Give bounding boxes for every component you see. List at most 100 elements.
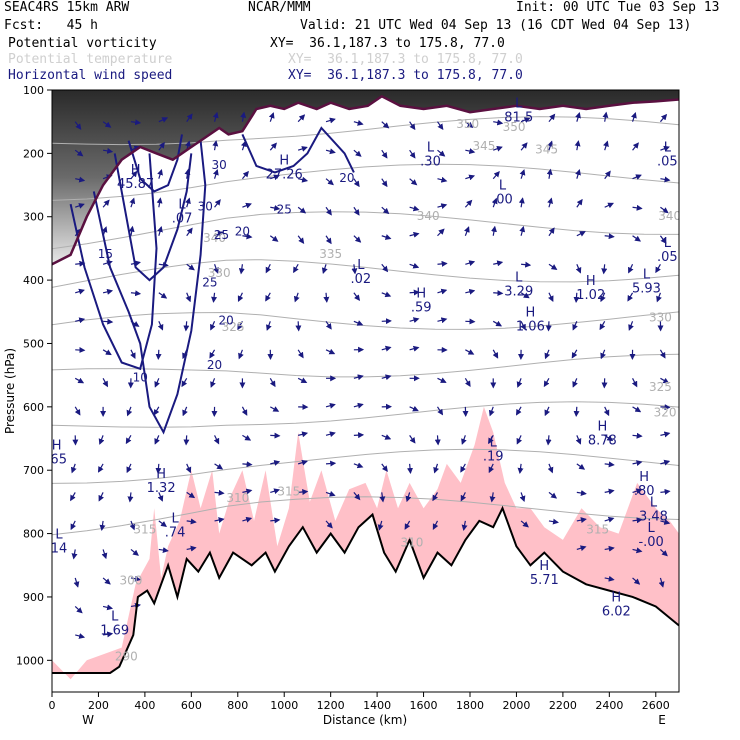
- wind-arrow: [102, 199, 110, 208]
- wind-arrow: [325, 117, 336, 124]
- wind-arrow: [492, 320, 503, 327]
- wind-arrow: [575, 111, 581, 122]
- wind-arrow: [434, 435, 441, 446]
- wind-arrow: [213, 435, 220, 445]
- wind-arrow: [628, 321, 634, 331]
- wind-arrow: [632, 142, 639, 151]
- wind-arrow: [353, 402, 364, 409]
- wind-arrow: [660, 459, 671, 466]
- wind-arrow: [237, 320, 243, 331]
- wind-arrow: [548, 263, 558, 270]
- y-tick-label: 400: [23, 274, 44, 287]
- wind-arrow: [103, 631, 114, 638]
- wind-arrow: [464, 121, 474, 128]
- wind-arrow: [432, 520, 439, 530]
- theta-isoline: [52, 311, 679, 330]
- wind-arrow: [297, 235, 305, 244]
- wind-arrow: [102, 604, 114, 611]
- wind-arrow: [379, 492, 386, 503]
- east-label: E: [658, 713, 666, 727]
- wind-arrow: [548, 518, 559, 525]
- wind-arrow: [521, 261, 532, 268]
- theta-isoline: [52, 401, 679, 428]
- wind-arrow: [518, 197, 525, 208]
- wind-arrow: [574, 140, 581, 151]
- extremum-value: 3.48: [639, 510, 668, 525]
- wind-arrow: [381, 374, 392, 381]
- wind-arrow: [185, 197, 191, 208]
- wind-arrow: [297, 206, 307, 214]
- model-title: SEAC4RS 15km ARW: [4, 0, 130, 15]
- wind-arrow: [404, 520, 411, 530]
- y-tick-label: 500: [23, 337, 44, 350]
- wind-arrow: [240, 111, 247, 122]
- x-tick-label: 1000: [270, 699, 298, 712]
- x-tick-label: 2600: [642, 699, 670, 712]
- wind-arrow: [293, 292, 300, 303]
- extremum-value: 5.93: [632, 281, 661, 296]
- wind-arrow: [130, 349, 136, 359]
- wind-arrow: [655, 263, 661, 274]
- wind-arrow: [632, 174, 642, 180]
- extremum-value: 5.71: [530, 573, 559, 588]
- wind-arrow: [130, 575, 141, 582]
- wind-arrow: [602, 111, 609, 122]
- field-name-pv: Potential vorticity: [8, 36, 157, 51]
- theta-label: 345: [535, 142, 558, 156]
- theta-isoline: [52, 353, 679, 378]
- field-name-wind: Horizontal wind speed: [8, 68, 173, 83]
- wind-arrow: [241, 406, 248, 416]
- extremum-value: .02: [351, 272, 372, 287]
- theta-isoline: [52, 259, 679, 288]
- wind-arrow: [545, 435, 552, 446]
- wind-arrow: [297, 349, 304, 359]
- wind-arrow: [103, 318, 114, 325]
- wind-arrow: [660, 404, 671, 411]
- wind-arrow: [325, 348, 336, 355]
- wind-arrow: [381, 121, 390, 129]
- wind-arrow: [464, 199, 473, 208]
- x-tick-label: 0: [49, 699, 56, 712]
- wind-arrow: [599, 320, 606, 331]
- wind-arrow: [298, 431, 309, 438]
- wind-arrow: [156, 197, 163, 208]
- theta-label: 335: [319, 247, 342, 261]
- wind-arrow: [269, 235, 279, 242]
- wind-arrow: [547, 197, 553, 208]
- wind-arrow: [212, 168, 219, 179]
- extremum-low-marker: L: [178, 198, 186, 213]
- theta-label: 345: [472, 139, 495, 153]
- wind-arrow: [74, 149, 84, 157]
- wind-arrow: [433, 463, 439, 474]
- extremum-low-marker: L: [427, 141, 435, 156]
- wind-arrow: [241, 170, 249, 180]
- wind-arrow: [268, 112, 275, 122]
- wind-arrow: [186, 113, 193, 123]
- wind-arrow: [437, 149, 446, 157]
- wind-arrow: [158, 520, 167, 528]
- wind-arrow: [461, 435, 467, 445]
- wind-arrow: [158, 142, 165, 151]
- wind-speed-label: 25: [202, 275, 217, 289]
- extremum-low-marker: L: [55, 527, 63, 542]
- extremum-high-marker: H: [131, 163, 141, 178]
- west-label: W: [82, 713, 94, 727]
- wind-arrow: [659, 113, 668, 123]
- wind-arrow: [381, 463, 388, 472]
- wind-arrow: [488, 406, 495, 417]
- wind-arrow: [517, 463, 524, 474]
- wind-arrow: [158, 117, 169, 123]
- theta-isoline: [52, 116, 679, 146]
- wind-arrow: [126, 463, 132, 474]
- wind-arrow: [409, 289, 420, 296]
- theta-label: 310: [226, 491, 249, 505]
- extremum-low-marker: L: [643, 267, 651, 282]
- extremum-high-marker: H: [597, 420, 607, 435]
- wind-arrow: [548, 227, 555, 237]
- wind-arrow: [186, 263, 195, 271]
- extremum-value: .19: [483, 449, 504, 464]
- theta-label: 350: [503, 120, 526, 134]
- wind-arrow: [632, 488, 643, 495]
- extremum-low-marker: L: [664, 236, 672, 251]
- wind-arrow: [409, 178, 418, 186]
